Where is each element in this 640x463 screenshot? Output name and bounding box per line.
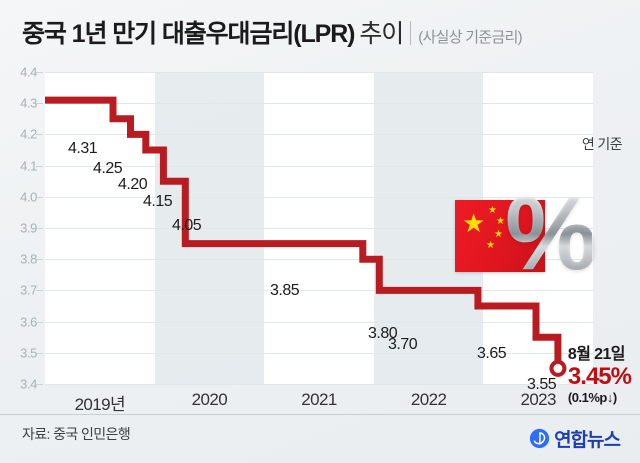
data-label-3.85: 3.85 [270, 282, 300, 299]
chart-area: 연 기준 ★ ★ ★ ★ ★ % 8월 21일 3.45% (0.1%p↓) 4… [0, 62, 640, 415]
data-label-3.65: 3.65 [477, 345, 507, 362]
end-point-callout: 8월 21일 3.45% (0.1%p↓) [567, 340, 632, 405]
title-regular: 추이 [359, 20, 404, 48]
y-tick-label-3.6: 3.6 [20, 314, 37, 330]
y-tick-3.8 [36, 259, 43, 261]
gridline-3.7 [45, 290, 593, 292]
data-label-4.15: 4.15 [143, 193, 173, 210]
data-label-4.25: 4.25 [93, 160, 123, 177]
y-tick-4.4 [36, 72, 43, 73]
y-tick-label-3.4: 3.4 [20, 376, 37, 392]
y-tick-label-3.8: 3.8 [20, 251, 37, 267]
end-change-label: (0.1%p↓) [567, 389, 617, 405]
end-value-label: 3.45% [567, 363, 632, 391]
flag-star-1: ★ [488, 205, 497, 216]
flag-star-2: ★ [496, 216, 505, 227]
y-tick-label-4.0: 4.0 [20, 189, 37, 205]
x-tick-label-2019: 2019년 [74, 395, 126, 414]
y-tick-4.0 [36, 196, 43, 198]
y-tick-label-4.3: 4.3 [20, 95, 37, 111]
x-tick-label-2020: 2020 [191, 390, 228, 409]
data-label-3.55: 3.55 [527, 376, 557, 393]
source-label: 자료: 중국 인민은행 [22, 426, 131, 442]
y-tick-label-3.5: 3.5 [20, 345, 37, 361]
gridline-3.4 [45, 384, 593, 385]
x-tick-label-2022: 2022 [410, 390, 447, 409]
page-title: 중국 1년 만기 대출우대금리(LPR) 추이 (사실상 기준금리) [22, 14, 523, 50]
footer-divider [0, 414, 640, 415]
title-divider [410, 21, 412, 45]
yonhap-logo-text: 연합뉴스 [554, 430, 621, 451]
y-tick-3.7 [36, 290, 43, 292]
y-tick-label-4.4: 4.4 [20, 64, 37, 80]
title-subtitle: (사실상 기준금리) [418, 29, 522, 46]
unit-note: 연 기준 [581, 136, 623, 152]
x-tick-label-2021: 2021 [301, 390, 337, 409]
gridline-3.5 [45, 352, 593, 354]
header: 중국 1년 만기 대출우대금리(LPR) 추이 (사실상 기준금리) [0, 0, 640, 62]
y-tick-label-4.2: 4.2 [20, 126, 37, 142]
flag-star-3: ★ [494, 229, 503, 240]
data-label-4.20: 4.20 [118, 176, 148, 193]
gridline-4.4 [45, 72, 593, 73]
y-tick-4.1 [36, 165, 43, 167]
lpr-step-line [45, 96, 567, 377]
yonhap-logo: 연합뉴스 [529, 425, 621, 452]
x-tick-label-2023: 2023 [520, 390, 556, 409]
gridline-4.0 [45, 196, 593, 198]
y-tick-label-3.7: 3.7 [20, 282, 37, 298]
y-tick-3.6 [36, 321, 43, 323]
gridline-4.1 [45, 165, 593, 167]
gridline-4.3 [45, 103, 593, 105]
y-tick-label-3.9: 3.9 [20, 220, 37, 236]
y-tick-4.2 [36, 134, 43, 136]
y-tick-4.3 [36, 103, 43, 105]
end-date-label: 8월 21일 [567, 346, 626, 364]
data-label-3.70: 3.70 [388, 336, 418, 353]
data-label-4.31: 4.31 [68, 140, 98, 157]
flag-star-large: ★ [462, 208, 486, 238]
data-label-3.80: 3.80 [368, 325, 398, 342]
percent-symbol-graphic: % [505, 176, 598, 292]
y-tick-3.9 [36, 228, 43, 229]
flag-star-4: ★ [486, 240, 495, 251]
end-point-marker [549, 359, 567, 377]
y-tick-label-4.1: 4.1 [20, 158, 37, 174]
y-tick-3.4 [36, 384, 43, 385]
china-flag-icon: ★ ★ ★ ★ ★ [455, 200, 545, 272]
yonhap-swirl-icon [529, 428, 550, 449]
gridline-3.9 [45, 228, 593, 229]
y-tick-3.5 [36, 352, 43, 354]
gridline-4.2 [45, 134, 593, 136]
gridline-3.6 [45, 321, 593, 323]
gridline-3.8 [45, 259, 593, 261]
title-bold: 중국 1년 만기 대출우대금리(LPR) [22, 20, 356, 48]
data-label-4.05: 4.05 [172, 217, 202, 234]
